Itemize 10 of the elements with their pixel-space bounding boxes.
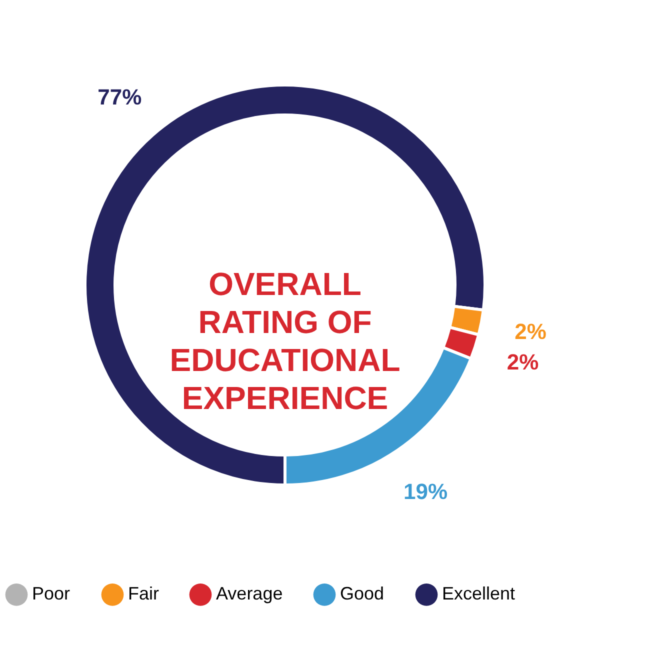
legend-label: Good xyxy=(340,584,384,604)
data-label: 2% xyxy=(514,318,546,344)
data-label: 2% xyxy=(506,349,539,374)
text: OVERALL RATING OF EDUCATIONAL EXPERIENCE xyxy=(170,266,400,416)
legend-label: Excellent xyxy=(442,584,516,604)
data-label: 19% xyxy=(403,478,448,504)
data-label: 77% xyxy=(98,84,142,110)
legend-label: Fair xyxy=(128,584,160,604)
legend-label: Poor xyxy=(32,584,70,604)
legend-label: Average xyxy=(216,584,283,604)
